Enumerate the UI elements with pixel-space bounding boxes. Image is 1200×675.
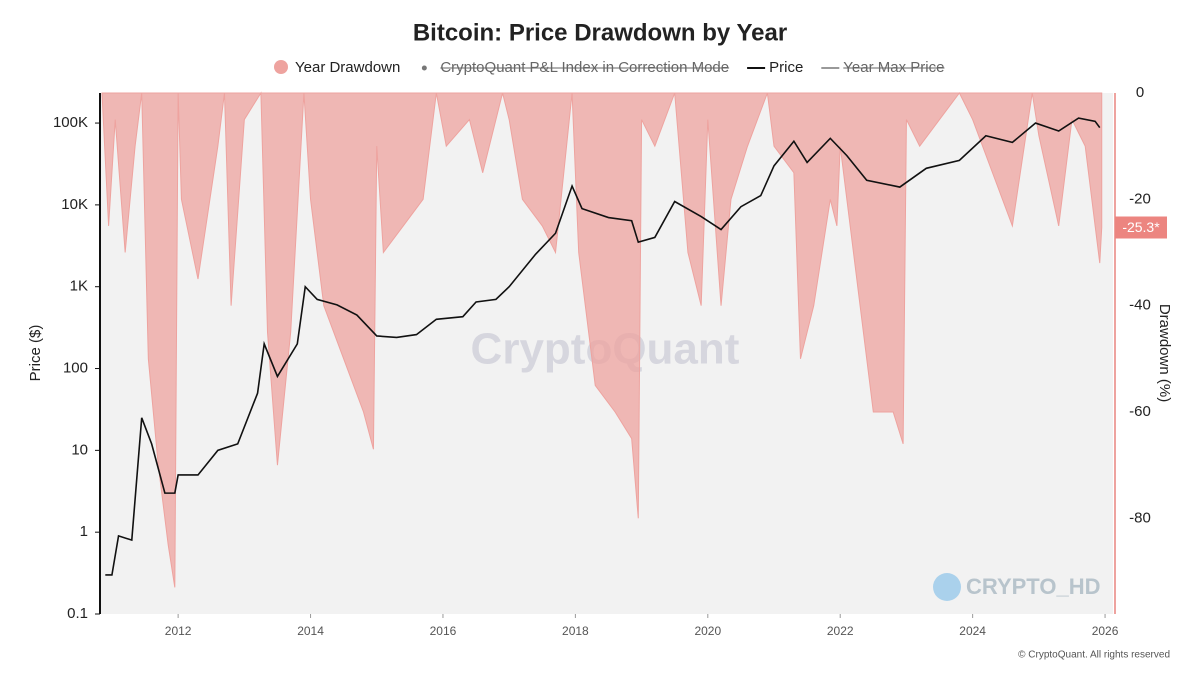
x-tick-label: 2012 <box>165 624 192 638</box>
y-tick-label: 10 <box>71 441 88 458</box>
value-badge-label: -25.3* <box>1122 219 1160 235</box>
drawdown-area <box>101 91 1103 588</box>
y2-tick-label: -20 <box>1129 190 1151 207</box>
x-tick-label: 2018 <box>562 624 589 638</box>
badge-icon <box>933 573 961 601</box>
y2-tick-label: -60 <box>1129 403 1151 420</box>
value-badge <box>1115 216 1167 239</box>
x-tick-label: 2020 <box>694 624 721 638</box>
legend-label: Year Drawdown <box>295 59 400 76</box>
legend-label: Price <box>769 59 803 76</box>
y-tick-label: 100 <box>63 359 88 376</box>
legend-label: CryptoQuant P&L Index in Correction Mode <box>440 59 729 76</box>
y2-tick-label: -40 <box>1129 297 1151 314</box>
y-tick-label: 1K <box>70 278 88 295</box>
legend-swatch <box>274 60 288 74</box>
y2-tick-label: -80 <box>1129 509 1151 526</box>
legend-swatch <box>421 65 427 71</box>
legend: Year Drawdown CryptoQuant P&L Index in Co… <box>274 59 945 76</box>
y2-tick-label: 0 <box>1136 84 1144 101</box>
y-tick-label: 10K <box>61 196 88 213</box>
legend-label: Year Max Price <box>843 59 944 76</box>
x-tick-label: 2024 <box>959 624 986 638</box>
y-tick-label: 1 <box>80 523 88 540</box>
x-tick-label: 2014 <box>297 624 324 638</box>
y-tick-label: 100K <box>53 114 88 131</box>
chart-title: Bitcoin: Price Drawdown by Year <box>413 19 787 46</box>
x-tick-label: 2022 <box>827 624 854 638</box>
x-tick-label: 2016 <box>430 624 457 638</box>
y-axis-label: Price ($) <box>27 325 44 382</box>
y2-axis-label: Drawdown (%) <box>1156 304 1173 402</box>
footer: © CryptoQuant. All rights reserved <box>1018 650 1170 661</box>
y-tick-label: 0.1 <box>67 605 88 622</box>
x-tick-label: 2026 <box>1092 624 1119 638</box>
badge: CRYPTO_HD <box>966 574 1100 599</box>
price-line <box>105 117 1101 576</box>
